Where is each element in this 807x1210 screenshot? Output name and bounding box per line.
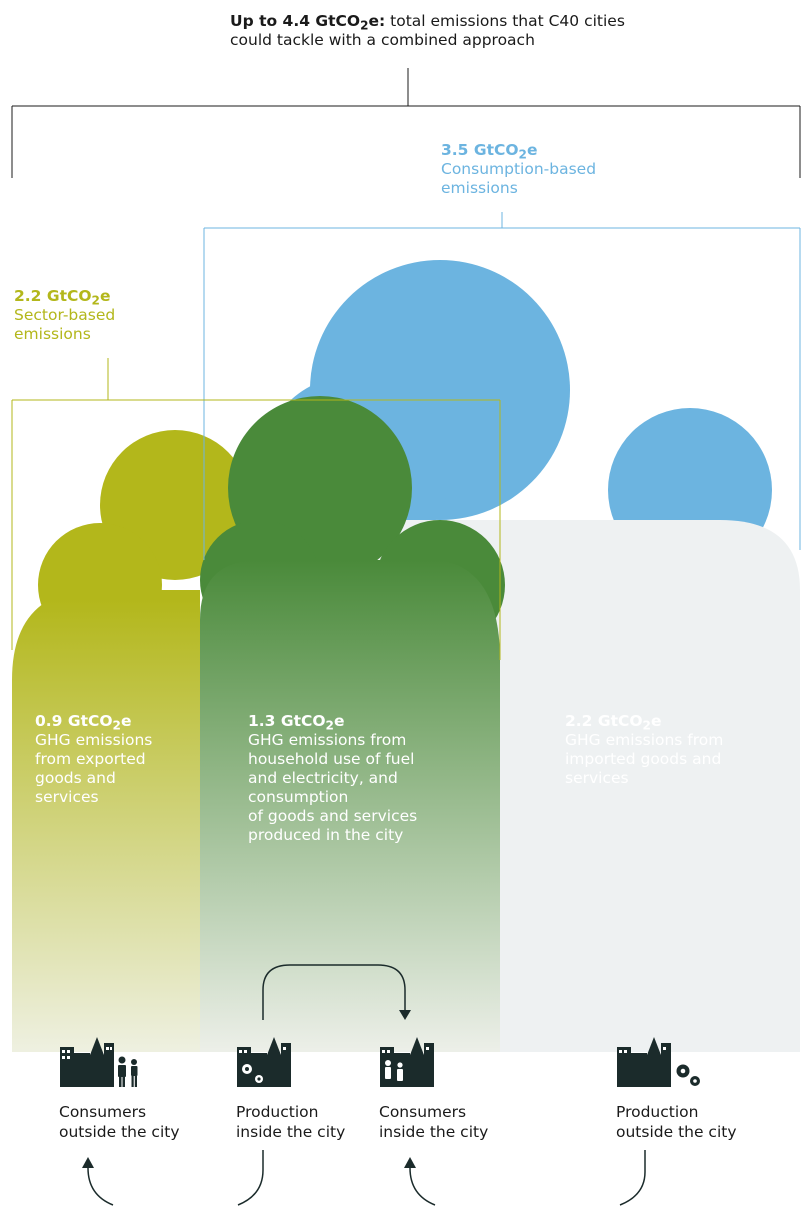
header-line-1: Up to 4.4 GtCO2e: total emissions that C…	[230, 12, 690, 33]
exported-value: 0.9 GtCO2e	[35, 712, 132, 733]
sector-bracket	[11, 358, 501, 660]
consumption-label: 3.5 GtCO2e Consumption-based emissions	[441, 141, 671, 198]
header-text: Up to 4.4 GtCO2e: total emissions that C…	[230, 12, 690, 50]
exported-label: 0.9 GtCO2e GHG emissions from exported g…	[35, 712, 195, 807]
arrow-production-outside-down	[619, 1150, 646, 1206]
household-value: 1.3 GtCO2e	[248, 712, 345, 733]
consumption-description: Consumption-based emissions	[441, 160, 597, 197]
city-with-gears-icon	[237, 1037, 291, 1087]
arrow-production-inside-down	[237, 1150, 264, 1206]
city-with-people-icon	[380, 1037, 434, 1087]
header-total-value: Up to 4.4 GtCO	[230, 12, 361, 30]
header-line-2: could tackle with a combined approach	[230, 31, 535, 49]
consumption-bracket	[203, 212, 801, 560]
arrow-to-consumers-outside	[87, 1167, 114, 1206]
header-sub: 2	[360, 18, 369, 33]
imported-label: 2.2 GtCO2e GHG emissions from imported g…	[565, 712, 795, 788]
city-with-people-icon	[60, 1037, 138, 1087]
caption-production-outside: Production outside the city	[616, 1103, 737, 1141]
bottom-arrows	[82, 1150, 646, 1206]
caption-production-inside: Production inside the city	[236, 1103, 346, 1141]
exported-emissions-cloud	[12, 430, 250, 1052]
sector-description: Sector-based emissions	[14, 306, 116, 343]
household-label: 1.3 GtCO2e GHG emissions from household …	[248, 712, 488, 845]
imported-value: 2.2 GtCO2e	[565, 712, 662, 733]
imported-description: GHG emissions from imported goods and se…	[565, 731, 724, 787]
caption-consumers-outside: Consumers outside the city	[59, 1103, 180, 1141]
city-with-gears-icon	[617, 1037, 700, 1087]
header-suffix: e:	[368, 12, 386, 30]
consumption-value: 3.5 GtCO2e	[441, 141, 538, 162]
sector-value: 2.2 GtCO2e	[14, 287, 111, 308]
exported-description: GHG emissions from exported goods and se…	[35, 731, 153, 806]
arrow-to-consumers-inside	[409, 1167, 436, 1206]
sector-label: 2.2 GtCO2e Sector-based emissions	[14, 287, 214, 344]
header-line-1-rest: total emissions that C40 cities	[385, 12, 625, 30]
production-to-consumers-arrow	[262, 964, 411, 1020]
total-bracket	[11, 68, 801, 178]
household-description: GHG emissions from household use of fuel…	[248, 731, 418, 844]
caption-consumers-inside: Consumers inside the city	[379, 1103, 489, 1141]
household-emissions-cloud	[200, 396, 505, 1052]
green-cloud-body	[200, 560, 500, 1052]
